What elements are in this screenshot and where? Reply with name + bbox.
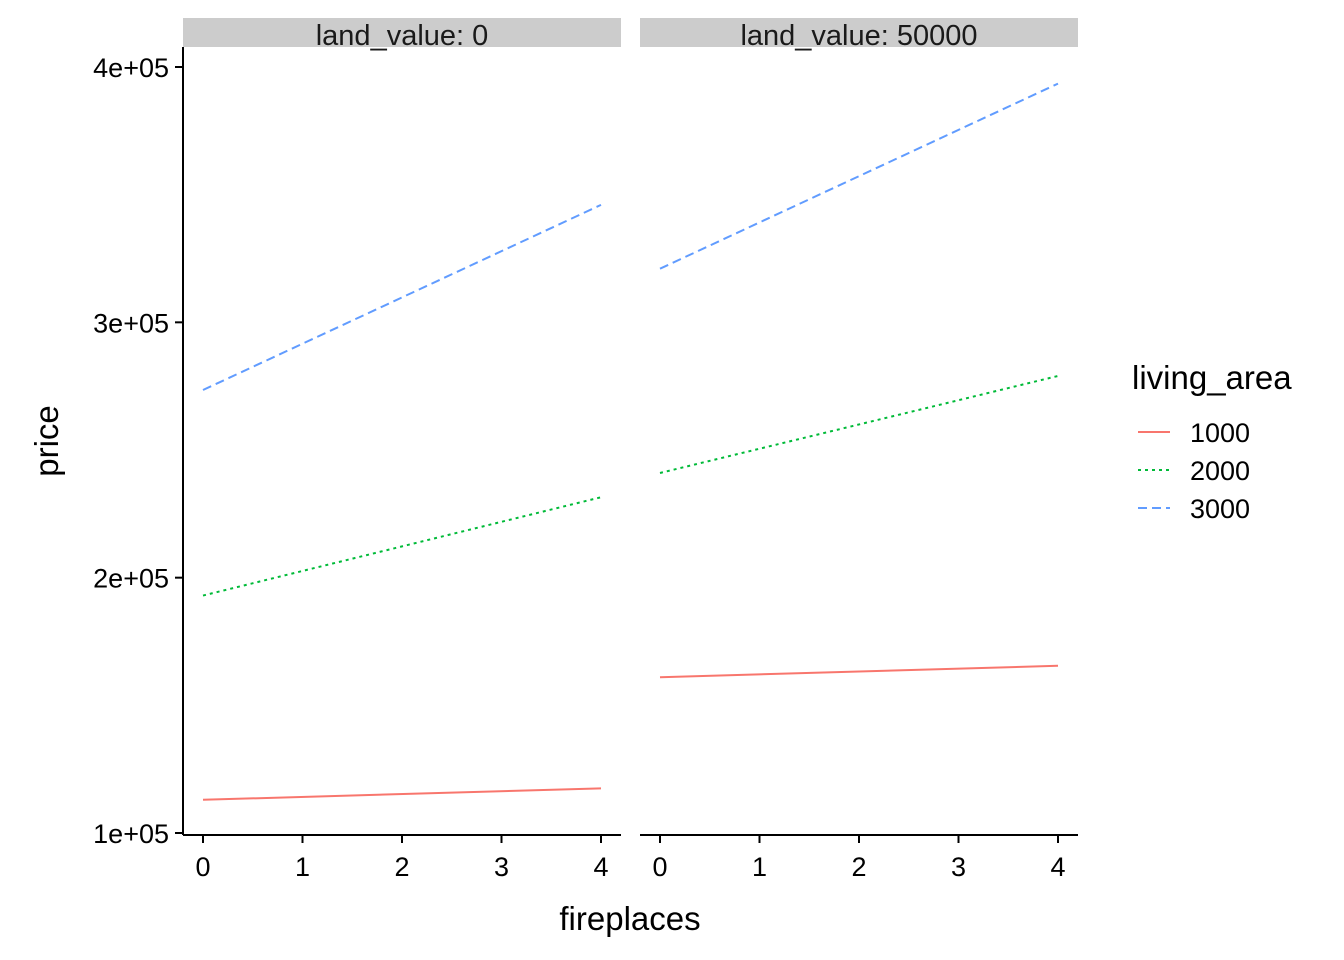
- series-line-2000: [202, 496, 602, 597]
- series-line-3000: [659, 82, 1059, 270]
- y-tick-label: 2e+05: [93, 564, 169, 594]
- series-line-2000: [659, 374, 1059, 474]
- series-line-1000: [659, 664, 1059, 679]
- panel-1: land_value: 50000 0 1 2 3 4: [640, 18, 1078, 882]
- x-tick-label: 2: [394, 852, 409, 882]
- strip-label: land_value: 50000: [740, 20, 977, 52]
- x-tick-label: 4: [593, 852, 608, 882]
- x-tick-label: 2: [851, 852, 866, 882]
- x-tick-label: 0: [652, 852, 667, 882]
- legend-title: living_area: [1132, 359, 1292, 396]
- legend-label-1000: 1000: [1190, 418, 1250, 448]
- y-tick-label: 1e+05: [93, 819, 169, 849]
- x-tick-label: 0: [195, 852, 210, 882]
- x-tick-label: 4: [1050, 852, 1065, 882]
- y-tick-label: 3e+05: [93, 308, 169, 338]
- legend: living_area 1000 2000 3000: [1132, 359, 1292, 524]
- strip-background: [183, 18, 621, 47]
- strip-label: land_value: 0: [316, 20, 489, 52]
- legend-label-2000: 2000: [1190, 456, 1250, 486]
- y-tick-label: 4e+05: [93, 53, 169, 83]
- series-line-1000: [202, 787, 602, 801]
- y-axis: 1e+05 2e+05 3e+05 4e+05: [93, 47, 184, 849]
- panel-0: land_value: 0 0 1 2 3 4: [183, 18, 621, 882]
- x-tick-label: 3: [494, 852, 509, 882]
- x-tick-label: 1: [752, 852, 767, 882]
- strip-background: [640, 18, 1078, 47]
- x-tick-label: 3: [951, 852, 966, 882]
- x-tick-label: 1: [295, 852, 310, 882]
- legend-label-3000: 3000: [1190, 494, 1250, 524]
- y-axis-title: price: [28, 405, 65, 477]
- x-axis-title: fireplaces: [559, 900, 700, 937]
- panels-layer: land_value: 0 0 1 2 3 4 land_value: 50000 0 1 2 3 4: [183, 18, 1078, 882]
- series-line-3000: [202, 203, 602, 391]
